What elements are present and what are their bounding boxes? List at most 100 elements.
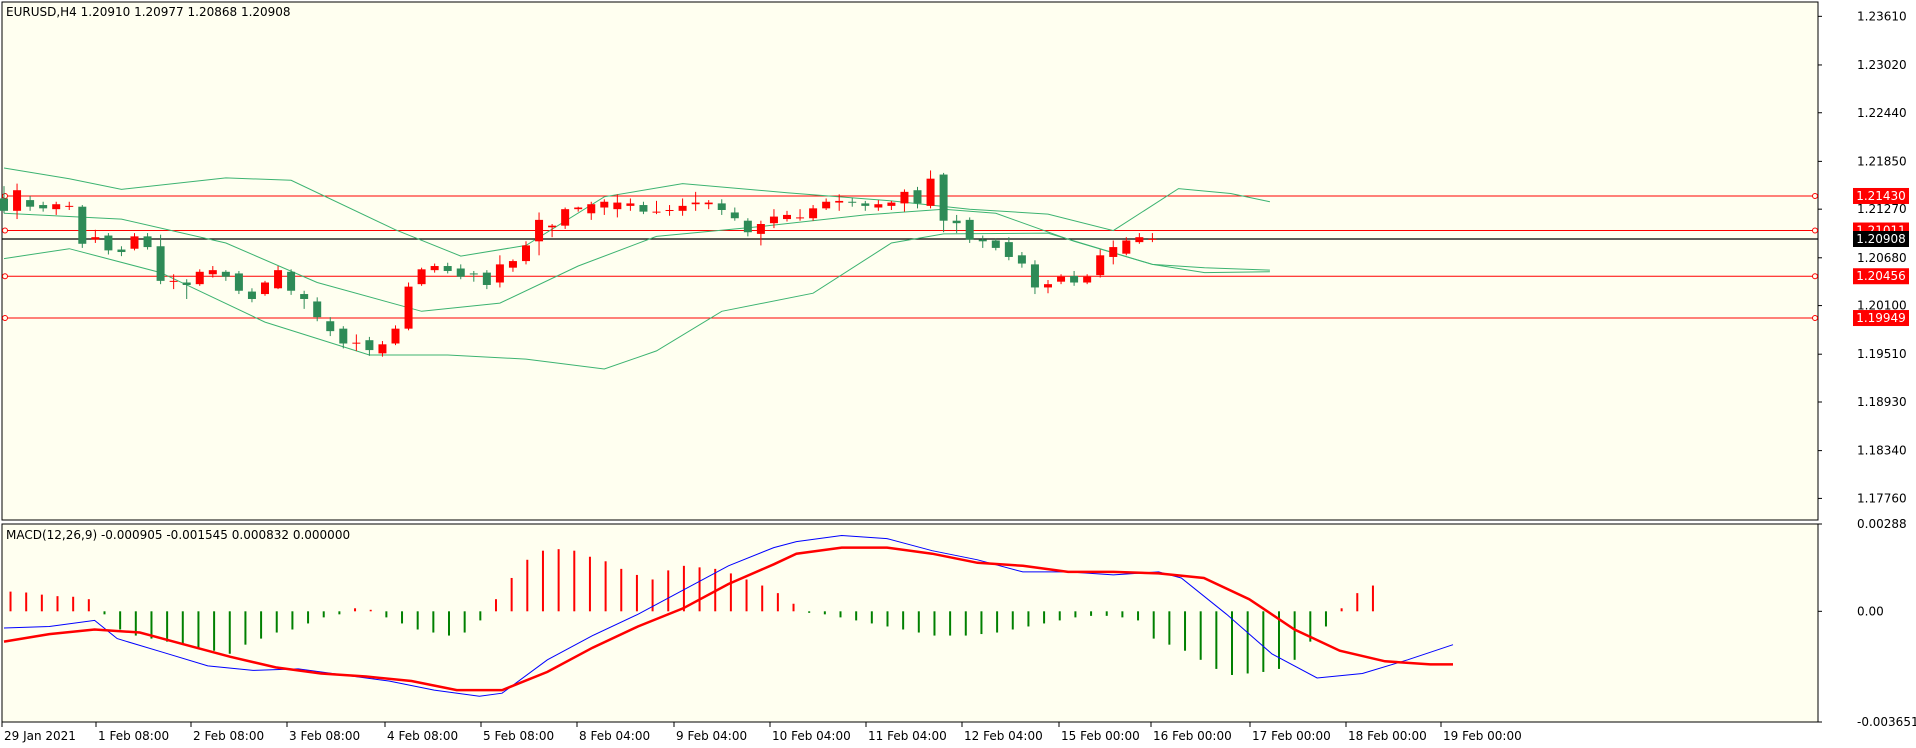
level-handle-right[interactable] bbox=[1812, 273, 1818, 280]
candle-body bbox=[443, 266, 452, 271]
level-price-tag bbox=[1853, 268, 1909, 285]
candle-body bbox=[522, 245, 530, 262]
level-handle-right[interactable] bbox=[1812, 192, 1818, 199]
level-handle-left[interactable] bbox=[2, 227, 8, 234]
candle-body bbox=[300, 294, 309, 299]
level-price-tag bbox=[1853, 310, 1909, 327]
level-handle-right[interactable] bbox=[1812, 227, 1818, 234]
candle-body bbox=[1122, 240, 1131, 254]
price-tick-label: 1.21270 bbox=[1857, 202, 1907, 216]
level-price-tag bbox=[1853, 187, 1909, 204]
candle-body bbox=[13, 190, 22, 211]
candle-body bbox=[1044, 284, 1052, 288]
candle-body bbox=[900, 191, 909, 204]
candle-body bbox=[1070, 275, 1079, 283]
time-tick-label: 5 Feb 08:00 bbox=[483, 729, 554, 743]
time-tick-label: 4 Feb 08:00 bbox=[387, 729, 458, 743]
candle-body bbox=[978, 239, 987, 242]
bollinger-upper bbox=[3, 167, 1271, 257]
candle-body bbox=[130, 236, 139, 249]
candle-body bbox=[274, 270, 283, 289]
candle-body bbox=[822, 201, 831, 209]
level-handle-left[interactable] bbox=[2, 315, 8, 322]
candle-body bbox=[652, 211, 661, 213]
candle-body bbox=[587, 204, 596, 214]
candle-body bbox=[182, 282, 191, 285]
candle-body bbox=[809, 208, 818, 219]
candle-body bbox=[874, 204, 883, 208]
candle-body bbox=[404, 286, 413, 329]
price-tick-label: 1.20680 bbox=[1857, 251, 1907, 265]
candle-body bbox=[704, 202, 713, 205]
candle-body bbox=[247, 291, 256, 299]
candle-body bbox=[769, 216, 778, 224]
time-tick-label: 9 Feb 04:00 bbox=[676, 729, 747, 743]
candle-body bbox=[482, 272, 491, 285]
candle-body bbox=[378, 344, 387, 354]
candle-body bbox=[417, 269, 426, 285]
candle-body bbox=[848, 201, 857, 203]
time-tick-label: 12 Feb 04:00 bbox=[964, 729, 1043, 743]
candle-body bbox=[1017, 255, 1026, 264]
candle-body bbox=[26, 200, 35, 207]
time-tick-label: 15 Feb 00:00 bbox=[1061, 729, 1140, 743]
candle-body bbox=[626, 203, 635, 206]
candle-body bbox=[117, 249, 126, 253]
candle-body bbox=[796, 217, 805, 219]
candle-body bbox=[91, 237, 100, 240]
macd-signal-line bbox=[3, 546, 1453, 692]
candle-body bbox=[0, 198, 8, 211]
candle-body bbox=[169, 280, 178, 282]
time-tick-label: 8 Feb 04:00 bbox=[579, 729, 650, 743]
candle-body bbox=[339, 328, 348, 344]
time-tick-label: 16 Feb 00:00 bbox=[1153, 729, 1232, 743]
candle-body bbox=[234, 273, 243, 291]
time-tick-label: 1 Feb 08:00 bbox=[98, 729, 169, 743]
time-tick-label: 10 Feb 04:00 bbox=[772, 729, 851, 743]
time-tick-label: 17 Feb 00:00 bbox=[1252, 729, 1331, 743]
candle-body bbox=[730, 212, 739, 219]
candle-body bbox=[1109, 247, 1118, 257]
candle-body bbox=[221, 271, 230, 277]
candle-body bbox=[495, 264, 504, 283]
time-tick-label: 11 Feb 04:00 bbox=[868, 729, 947, 743]
candle-body bbox=[678, 205, 687, 211]
level-handle-left[interactable] bbox=[2, 273, 8, 280]
candle-body bbox=[756, 224, 765, 234]
candle-body bbox=[991, 240, 1000, 248]
level-price-label: 1.21430 bbox=[1856, 189, 1906, 203]
level-handle-right[interactable] bbox=[1812, 315, 1818, 322]
macd-main-line bbox=[3, 534, 1454, 697]
macd-panel bbox=[1, 523, 1819, 723]
candle-body bbox=[365, 340, 374, 351]
candle-body bbox=[195, 271, 204, 285]
time-tick-label: 18 Feb 00:00 bbox=[1348, 729, 1427, 743]
candle-body bbox=[326, 321, 335, 332]
candle-body bbox=[456, 268, 465, 277]
macd-header-text: MACD(12,26,9) -0.000905 -0.001545 0.0008… bbox=[6, 528, 350, 542]
candle-body bbox=[1057, 276, 1066, 282]
candle-body bbox=[691, 202, 700, 205]
price-tick-label: 1.23020 bbox=[1857, 58, 1907, 72]
current-price-label: 1.20908 bbox=[1856, 232, 1906, 246]
bollinger-lower bbox=[3, 232, 1270, 370]
time-axis: 29 Jan 2021 1 Feb 08:00 2 Feb 08:00 3 Feb 0… bbox=[1, 722, 1522, 743]
candle-body bbox=[313, 301, 322, 318]
candle-body bbox=[1096, 255, 1105, 276]
candle-body bbox=[783, 214, 791, 220]
candle-body bbox=[208, 270, 217, 275]
candle-body bbox=[104, 235, 113, 251]
level-handle-left[interactable] bbox=[2, 192, 8, 199]
candle-body bbox=[156, 246, 165, 281]
candle-body bbox=[469, 273, 478, 275]
candle-body bbox=[143, 236, 152, 248]
current-price-tag bbox=[1853, 230, 1909, 247]
candle-body bbox=[743, 220, 752, 233]
time-tick-label: 2 Feb 08:00 bbox=[193, 729, 264, 743]
time-tick-label: 29 Jan 2021 bbox=[4, 729, 76, 743]
candle-body bbox=[430, 266, 439, 271]
candle-body bbox=[913, 190, 922, 204]
candle-body bbox=[561, 209, 570, 226]
candle-body bbox=[600, 201, 609, 208]
